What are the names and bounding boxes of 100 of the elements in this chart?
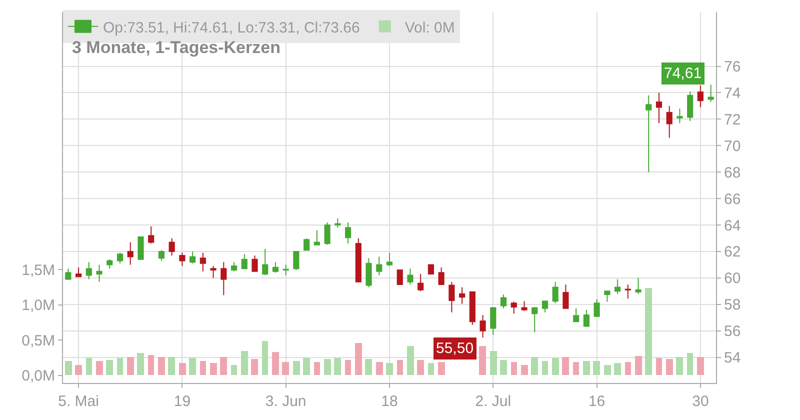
candlestick xyxy=(220,262,227,296)
bar xyxy=(500,360,507,375)
bar xyxy=(200,361,206,375)
y2-tick-label: 1,5M xyxy=(22,262,55,279)
bar xyxy=(614,363,621,375)
bar xyxy=(604,365,611,375)
bar xyxy=(552,358,559,375)
bar xyxy=(583,361,590,375)
candlestick xyxy=(594,298,600,317)
candlestick xyxy=(355,238,362,282)
bar xyxy=(179,363,186,375)
candlestick xyxy=(583,309,590,327)
text: 3 Monate, 1-Tages-Kerzen xyxy=(72,38,280,57)
bar xyxy=(386,363,393,375)
candlestick xyxy=(510,301,517,314)
candlestick xyxy=(116,252,124,264)
candlestick xyxy=(190,250,196,264)
bar xyxy=(438,362,445,375)
y-tick-label: 76 xyxy=(724,58,741,76)
candlestick xyxy=(386,252,393,267)
candlestick xyxy=(656,92,662,124)
candlestick xyxy=(148,226,154,244)
candlestick xyxy=(418,273,424,292)
candlestick xyxy=(428,264,434,274)
candlestick xyxy=(282,264,289,276)
candlestick xyxy=(697,84,704,108)
bar xyxy=(656,358,662,375)
candlestick xyxy=(635,277,642,294)
y-tick-label: 72 xyxy=(724,111,741,128)
bar xyxy=(96,361,103,375)
y-tick-label: 68 xyxy=(724,164,741,182)
candlestick xyxy=(614,278,621,294)
bar xyxy=(189,358,196,375)
bar xyxy=(407,346,414,375)
bar xyxy=(293,361,300,375)
bar xyxy=(479,346,486,375)
bar xyxy=(324,359,331,375)
candlestick xyxy=(179,252,186,267)
bar xyxy=(282,362,289,375)
bar xyxy=(490,351,497,375)
bar xyxy=(573,362,579,375)
x-tick-label: 30 xyxy=(692,393,709,410)
y-tick-label: 74 xyxy=(724,84,741,102)
bar xyxy=(314,362,320,375)
x-tick-label: 2. Jul xyxy=(475,393,512,410)
bar xyxy=(521,365,528,375)
bar xyxy=(676,357,683,375)
x-tick-label: 18 xyxy=(381,393,398,410)
bar xyxy=(334,358,341,375)
candlestick xyxy=(324,222,330,246)
y-tick-label: 60 xyxy=(724,270,741,288)
candlestick xyxy=(230,262,238,272)
bar xyxy=(106,360,113,375)
bar xyxy=(345,360,351,375)
candlestick xyxy=(262,248,268,276)
candlestick xyxy=(345,222,352,244)
bar xyxy=(593,361,600,375)
y-tick-label: 56 xyxy=(724,323,741,340)
bar xyxy=(272,352,279,375)
bar xyxy=(231,365,237,375)
bar xyxy=(75,365,82,375)
bar xyxy=(531,357,538,375)
candlestick xyxy=(252,254,258,272)
candlestick xyxy=(542,300,548,313)
candlestick xyxy=(407,268,414,286)
y-tick-label: 70 xyxy=(724,138,741,155)
bar xyxy=(241,351,248,375)
x-tick-label: 19 xyxy=(174,393,191,410)
bar xyxy=(697,357,704,375)
bar xyxy=(65,361,72,375)
annotation: 74,61 xyxy=(664,65,702,82)
candlestick xyxy=(293,250,300,271)
bar xyxy=(645,288,652,375)
bar xyxy=(148,355,154,375)
bar xyxy=(562,357,569,375)
annotation: 55,50 xyxy=(436,340,474,357)
y-tick-label: 64 xyxy=(724,217,741,234)
bar xyxy=(251,359,258,375)
bar xyxy=(117,358,123,375)
candlestick xyxy=(687,90,694,122)
candlestick xyxy=(666,105,672,138)
bar xyxy=(666,359,673,375)
candlestick xyxy=(500,294,507,309)
bar xyxy=(365,359,372,375)
candlestick xyxy=(438,266,444,286)
bar xyxy=(127,357,134,375)
y-tick-label: 54 xyxy=(724,350,741,367)
bar xyxy=(397,360,403,375)
candlestick xyxy=(708,84,714,102)
bar xyxy=(158,357,165,375)
candlestick xyxy=(552,281,558,304)
bar xyxy=(210,363,217,375)
candlestick xyxy=(210,266,216,278)
candlestick xyxy=(200,252,206,272)
candlestick xyxy=(448,281,455,313)
candlestick xyxy=(521,300,528,312)
candlestick xyxy=(138,236,144,260)
x-tick-label: 3. Jun xyxy=(265,393,306,410)
bar xyxy=(137,353,144,375)
candlestick xyxy=(272,262,279,274)
